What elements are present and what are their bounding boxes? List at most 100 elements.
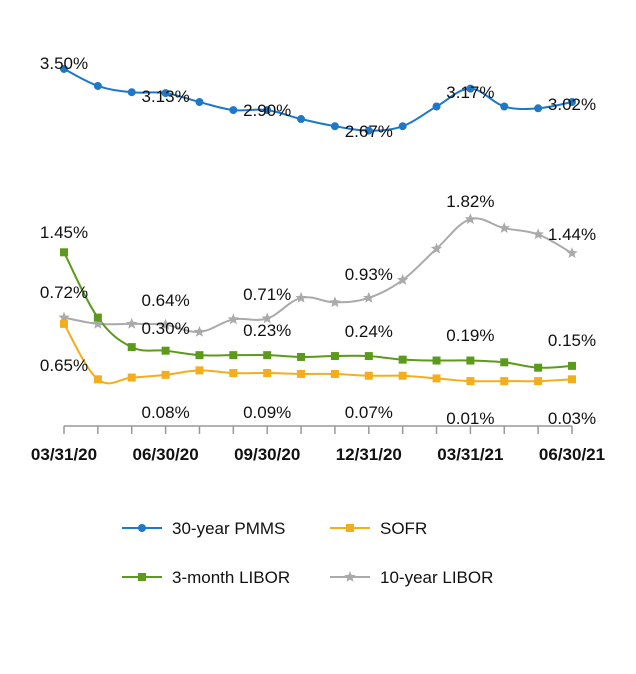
point-3-month-libor-2 [127, 343, 136, 352]
series-line-10-year-libor [63, 217, 573, 333]
legend-marker-30-year-pmms [138, 524, 146, 532]
point-30-year-pmms-6 [263, 106, 272, 115]
point-sofr-12 [466, 377, 475, 386]
point-10-year-libor-15 [566, 247, 578, 259]
point-30-year-pmms-1 [93, 81, 102, 90]
data-label-3-month-libor-1: 0.64% [141, 291, 189, 310]
data-label-3-month-libor-4: 1.82% [446, 192, 494, 211]
point-3-month-libor-5 [229, 351, 238, 360]
point-30-year-pmms-4 [195, 98, 204, 107]
point-3-month-libor-14 [534, 363, 543, 372]
data-label-3-month-libor-0: 1.45% [40, 223, 88, 242]
legend-item-30-year-pmms: 30-year PMMS [122, 519, 285, 538]
point-30-year-pmms-10 [398, 122, 407, 131]
point-sofr-10 [398, 371, 407, 380]
point-10-year-libor-10 [396, 274, 409, 285]
data-label-sofr-0: 0.65% [40, 356, 88, 375]
point-3-month-libor-8 [330, 352, 339, 361]
legend-label: SOFR [380, 519, 427, 538]
point-sofr-1 [93, 375, 102, 384]
point-10-year-libor-13 [498, 222, 510, 234]
point-3-month-libor-6 [263, 351, 272, 360]
point-3-month-libor-13 [500, 358, 509, 367]
point-10-year-libor-0 [58, 311, 70, 323]
data-label-30-year-pmms-3: 2.67% [345, 122, 393, 141]
point-30-year-pmms-13 [500, 102, 509, 111]
point-sofr-5 [229, 369, 238, 378]
data-label-10-year-libor-0: 0.72% [40, 283, 88, 302]
point-30-year-pmms-11 [432, 102, 441, 111]
point-10-year-libor-3 [159, 318, 172, 330]
legend-item-3-month-libor: 3-month LIBOR [122, 568, 290, 587]
point-3-month-libor-12 [466, 356, 475, 365]
data-label-10-year-libor-3: 0.24% [345, 322, 393, 341]
legend-marker-10-year-libor [344, 571, 356, 582]
legend-label: 3-month LIBOR [172, 568, 290, 587]
data-label-30-year-pmms-5: 3.02% [548, 95, 596, 114]
point-3-month-libor-3 [161, 346, 170, 355]
point-sofr-6 [263, 369, 272, 378]
legend: 30-year PMMS SOFR 3-month LIBOR 10-year LIB… [122, 519, 493, 587]
point-3-month-libor-9 [364, 352, 373, 361]
point-3-month-libor-7 [297, 352, 306, 361]
point-10-year-libor-12 [464, 213, 477, 225]
series-line-sofr [63, 323, 573, 385]
point-10-year-libor-6 [261, 312, 273, 324]
point-sofr-2 [127, 373, 136, 382]
legend-item-sofr: SOFR [330, 519, 427, 538]
point-10-year-libor-7 [295, 291, 307, 303]
point-30-year-pmms-5 [229, 106, 238, 115]
series-lines [63, 68, 573, 385]
point-3-month-libor-0 [60, 248, 68, 257]
point-3-month-libor-11 [432, 356, 441, 365]
data-label-30-year-pmms-4: 3.17% [446, 83, 494, 102]
series-line-30-year-pmms [63, 68, 573, 132]
legend-label: 30-year PMMS [172, 519, 285, 538]
data-label-10-year-libor-5: 0.15% [548, 331, 596, 350]
series-line-3-month-libor [63, 251, 573, 369]
point-30-year-pmms-0 [60, 64, 68, 73]
data-label-sofr-5: 0.03% [548, 409, 596, 428]
point-3-month-libor-1 [93, 313, 102, 322]
point-3-month-libor-4 [195, 351, 204, 360]
data-label-sofr-3: 0.07% [345, 403, 393, 422]
point-30-year-pmms-14 [534, 104, 543, 113]
data-labels: 3.50% 3.13% 2.90% 2.67% 3.17% 3.02% 1.45% 0.64%… [40, 54, 596, 428]
point-30-year-pmms-12 [466, 84, 475, 93]
point-10-year-libor-8 [329, 296, 341, 308]
point-10-year-libor-11 [430, 242, 443, 254]
x-tick-label-5: 06/30/21 [539, 445, 605, 464]
point-sofr-11 [432, 374, 441, 383]
point-10-year-libor-2 [126, 317, 138, 329]
point-3-month-libor-15 [568, 361, 576, 370]
data-label-30-year-pmms-0: 3.50% [40, 54, 88, 73]
series-markers [58, 64, 578, 386]
point-10-year-libor-4 [193, 325, 206, 337]
x-tick-label-4: 03/31/21 [437, 445, 503, 464]
x-tick-label-2: 09/30/20 [234, 445, 300, 464]
data-label-sofr-2: 0.09% [243, 403, 291, 422]
legend-marker-sofr [346, 524, 354, 532]
point-sofr-15 [568, 375, 576, 384]
point-10-year-libor-5 [227, 313, 240, 325]
x-axis: 03/31/20 06/30/20 09/30/20 12/31/20 03/31/21… [31, 425, 605, 464]
legend-marker-3-month-libor [138, 573, 146, 581]
point-sofr-3 [161, 370, 170, 379]
data-label-3-month-libor-5: 1.44% [548, 225, 596, 244]
point-sofr-4 [195, 366, 204, 375]
point-30-year-pmms-7 [297, 115, 306, 124]
data-label-3-month-libor-3: 0.93% [345, 265, 393, 284]
point-sofr-13 [500, 377, 509, 386]
point-sofr-9 [364, 371, 373, 380]
x-tick-label-3: 12/31/20 [336, 445, 402, 464]
point-10-year-libor-9 [363, 291, 375, 303]
point-10-year-libor-14 [532, 228, 544, 240]
point-30-year-pmms-8 [330, 122, 339, 131]
data-label-10-year-libor-4: 0.19% [446, 326, 494, 345]
point-sofr-14 [534, 377, 543, 386]
data-label-sofr-4: 0.01% [446, 409, 494, 428]
point-30-year-pmms-2 [127, 88, 136, 97]
legend-label: 10-year LIBOR [380, 568, 493, 587]
point-3-month-libor-10 [398, 355, 407, 364]
point-30-year-pmms-15 [568, 98, 576, 107]
